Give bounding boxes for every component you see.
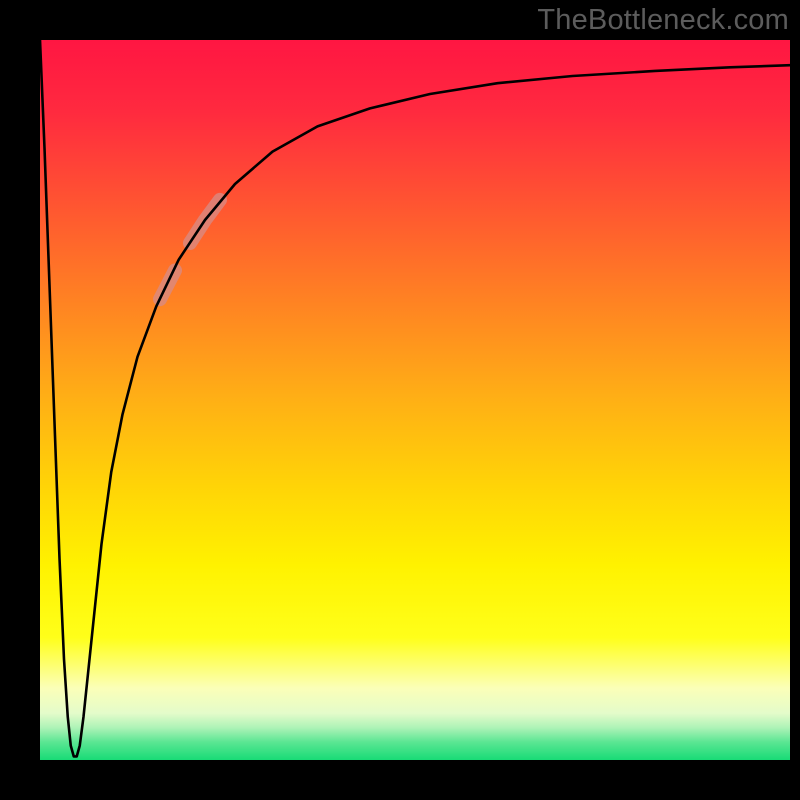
chart-frame: TheBottleneck.com [0,0,800,800]
plot-svg [40,40,790,760]
watermark-text: TheBottleneck.com [537,4,789,37]
gradient-background [40,40,790,760]
plot-area [40,40,790,760]
